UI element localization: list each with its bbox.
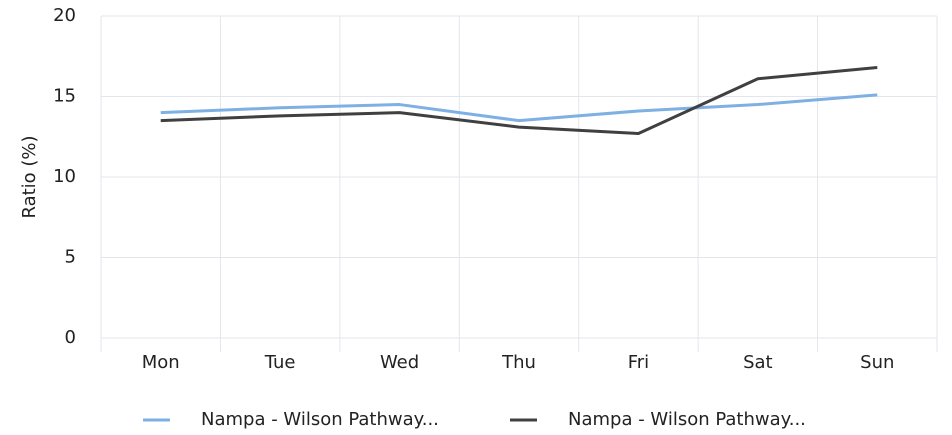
x-tick-label: Thu: [501, 352, 536, 373]
x-tick-label: Tue: [264, 352, 296, 373]
x-tick-label: Sun: [860, 352, 894, 373]
x-tick-label: Fri: [628, 352, 649, 373]
legend-label: Nampa - Wilson Pathway...: [568, 409, 806, 430]
legend-label: Nampa - Wilson Pathway...: [201, 409, 439, 430]
y-tick-label: 5: [65, 247, 76, 268]
series-line: [160, 93, 878, 123]
x-tick-label: Mon: [142, 352, 180, 373]
y-tick-label: 10: [53, 166, 76, 187]
series-line: [160, 66, 878, 136]
x-tick-label: Sat: [743, 352, 773, 373]
y-tick-label: 0: [65, 327, 76, 348]
x-tick-label: Wed: [380, 352, 419, 373]
y-tick-label: 20: [53, 5, 76, 26]
y-axis-label: Ratio (%): [19, 135, 40, 218]
y-tick-label: 15: [53, 86, 76, 107]
